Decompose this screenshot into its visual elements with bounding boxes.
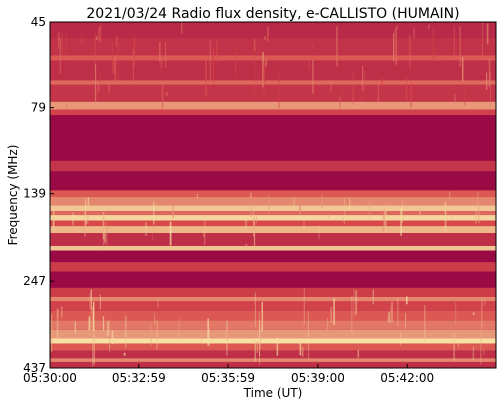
frequency-band (50, 55, 496, 61)
x-tick-label: 05:42:00 (380, 371, 434, 385)
frequency-band (50, 38, 496, 56)
frequency-band (50, 60, 496, 81)
x-tick-label: 05:32:59 (112, 371, 166, 385)
x-axis-label: Time (UT) (243, 386, 303, 400)
frequency-band (50, 301, 496, 311)
frequency-bands (50, 22, 496, 368)
frequency-band (50, 361, 496, 368)
x-tick-label: 05:30:00 (23, 371, 77, 385)
plot-frame (49, 21, 497, 369)
frequency-band (50, 196, 496, 206)
frequency-band (50, 160, 496, 172)
x-tick-label: 05:39:00 (291, 371, 345, 385)
frequency-band (50, 358, 496, 362)
x-axis: 05:30:00 05:32:59 05:35:59 05:39:00 05:42:00 (23, 364, 434, 385)
frequency-band (50, 271, 496, 288)
frequency-band (50, 101, 496, 110)
frequency-band (50, 226, 496, 233)
frequency-band (50, 287, 496, 297)
y-tick-label: 79 (31, 101, 46, 115)
chart-title: 2021/03/24 Radio flux density, e-CALLIST… (86, 6, 459, 22)
y-tick-label: 139 (23, 187, 46, 201)
frequency-band (50, 171, 496, 191)
frequency-band (50, 296, 496, 302)
frequency-band (50, 310, 496, 321)
frequency-band (50, 250, 496, 263)
frequency-band (50, 205, 496, 212)
frequency-band (50, 80, 496, 85)
frequency-band (50, 115, 496, 161)
frequency-band (50, 245, 496, 251)
frequency-band (50, 262, 496, 272)
y-axis-label: Frequency (MHz) (6, 145, 20, 246)
frequency-band (50, 220, 496, 227)
frequency-band (50, 320, 496, 330)
frequency-band (50, 343, 496, 351)
y-tick-label: 45 (31, 15, 46, 29)
frequency-band (50, 233, 496, 246)
frequency-band (50, 215, 496, 221)
frequency-band (50, 84, 496, 102)
y-axis: 45 79 139 247 437 (23, 15, 54, 375)
frequency-band (50, 22, 496, 39)
burst-spikes (49, 22, 491, 367)
y-tick-label: 437 (23, 361, 46, 375)
plot-area (49, 21, 497, 369)
y-tick-label: 247 (23, 274, 46, 288)
frequency-band (50, 211, 496, 216)
x-tick-label: 05:35:59 (201, 371, 255, 385)
frequency-band (50, 190, 496, 197)
frequency-band (50, 109, 496, 116)
frequency-band (50, 350, 496, 359)
frequency-band (50, 329, 496, 339)
frequency-band (50, 338, 496, 344)
